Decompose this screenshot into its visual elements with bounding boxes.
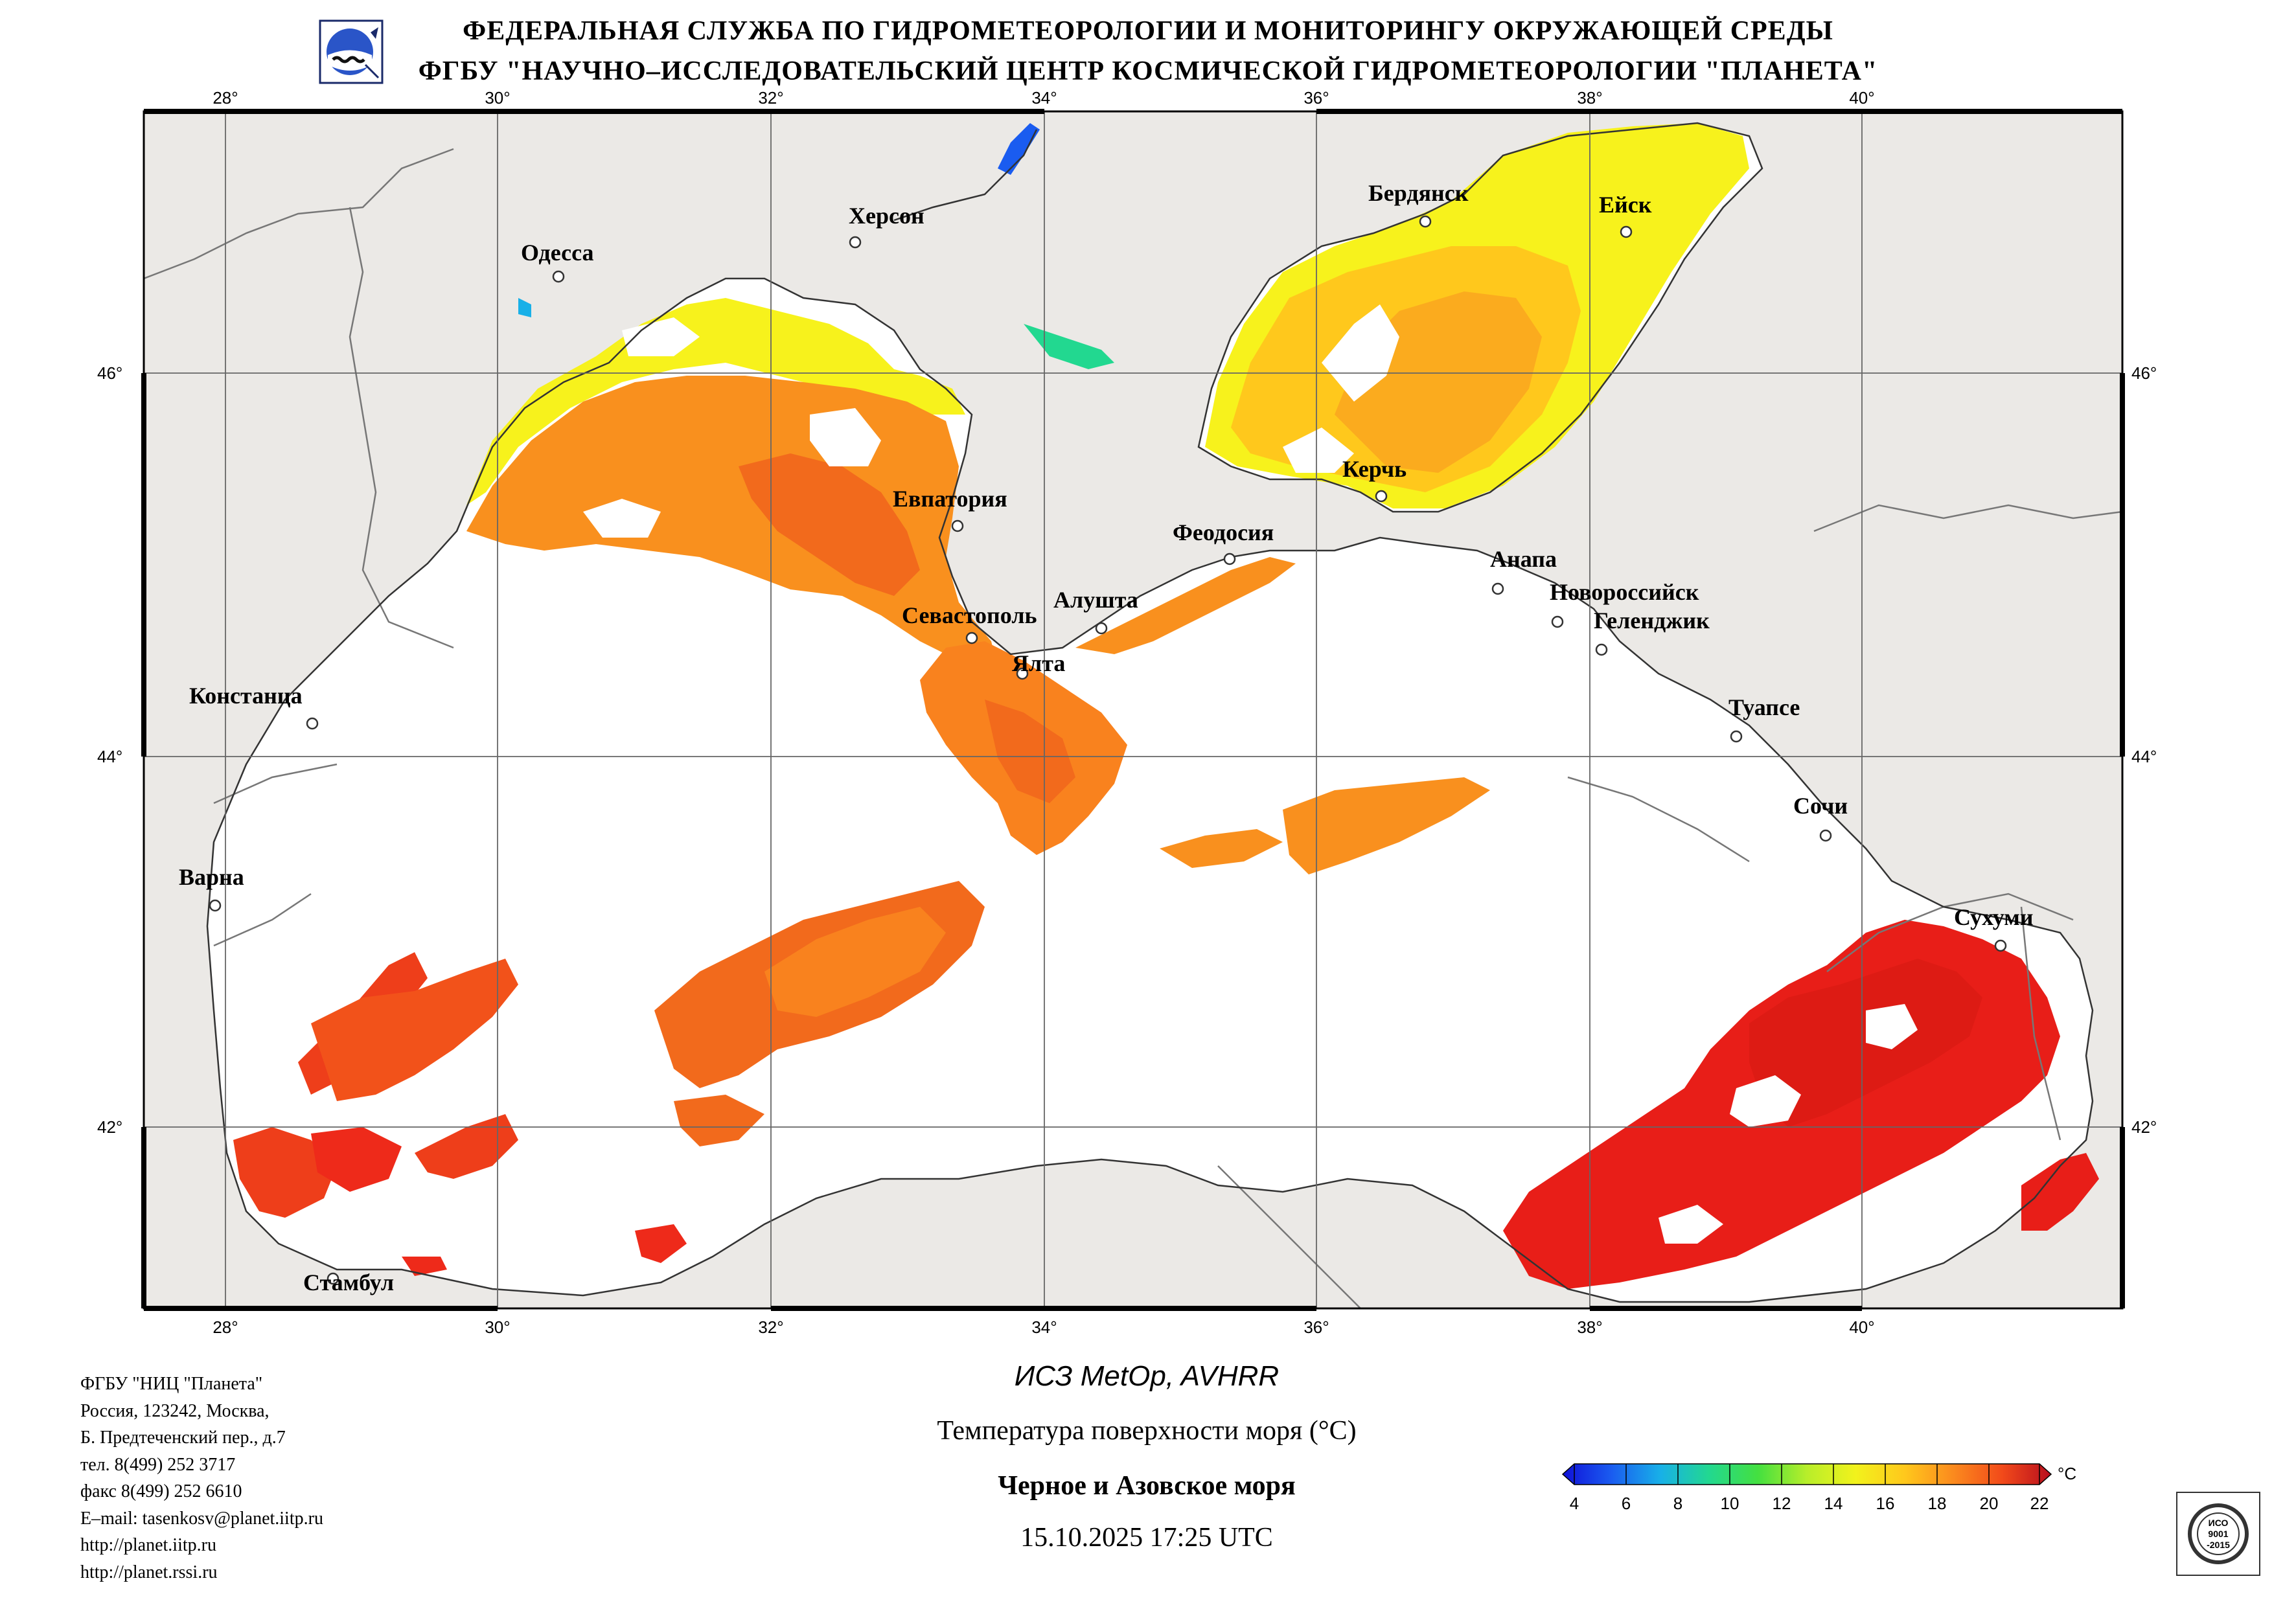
lon-tick-top-28: 28° [212, 88, 238, 108]
sst-central [654, 881, 985, 1146]
sst-northwest [466, 298, 998, 667]
colorbar-tick-22: 22 [2030, 1494, 2049, 1513]
contact-country: Россия, 123242, Москва, [80, 1400, 270, 1421]
lon-tick-bottom-32: 32° [758, 1317, 783, 1337]
lon-tick-bottom-34: 34° [1031, 1317, 1057, 1337]
city-label-feodosia: Феодосия [1173, 519, 1274, 545]
lat-tick-right-42: 42° [2131, 1117, 2157, 1137]
cert-line-3: -2015 [2207, 1540, 2230, 1550]
city-label-kherson: Херсон [849, 203, 924, 229]
lon-tick-bottom-30: 30° [485, 1317, 510, 1337]
city-label-kerch: Керчь [1342, 456, 1406, 482]
parameter-caption: Температура поверхности моря (°C) [937, 1416, 1357, 1446]
cert-line-1: ИСО [2209, 1518, 2229, 1528]
region-caption: Черное и Азовское моря [998, 1471, 1296, 1501]
city-label-istanbul: Стамбул [303, 1270, 394, 1295]
lat-tick-left-44: 44° [97, 747, 122, 766]
lon-tick-bottom-28: 28° [212, 1317, 238, 1337]
colorbar-tick-14: 14 [1824, 1494, 1843, 1513]
contact-email[interactable]: E–mail: tasenkosv@planet.iitp.ru [80, 1508, 323, 1529]
contact-fax: факс 8(499) 252 6610 [80, 1481, 242, 1501]
borders [144, 148, 2122, 1308]
lon-tick-top-40: 40° [1849, 88, 1874, 108]
lon-tick-top-32: 32° [758, 88, 783, 108]
graticule [144, 111, 2122, 1308]
colorbar-tick-12: 12 [1773, 1494, 1791, 1513]
lat-tick-right-46: 46° [2131, 363, 2157, 383]
satellite-caption: ИСЗ MetOp, AVHRR [1014, 1360, 1280, 1392]
sst-azov [1205, 123, 1749, 508]
lon-tick-bottom-36: 36° [1303, 1317, 1329, 1337]
colorbar-tick-4: 4 [1570, 1494, 1579, 1513]
city-label-sukhumi: Сухуми [1954, 904, 2034, 930]
lon-tick-top-38: 38° [1577, 88, 1602, 108]
city-label-gelendzhik: Геленджик [1594, 608, 1710, 633]
sst-crimea-south [920, 557, 1490, 874]
city-label-tuapse: Туапсе [1728, 694, 1800, 720]
city-label-sevastopol: Севастополь [902, 602, 1037, 628]
lon-tick-top-30: 30° [485, 88, 510, 108]
lon-tick-top-36: 36° [1303, 88, 1329, 108]
cert-line-2: 9001 [2208, 1529, 2228, 1539]
sst-southwest [233, 952, 687, 1276]
colorbar-tick-18: 18 [1928, 1494, 1947, 1513]
city-label-anapa: Анапа [1490, 546, 1557, 572]
lat-tick-left-42: 42° [97, 1117, 122, 1137]
iso-certificate-icon: ИСО 9001 -2015 [2176, 1492, 2260, 1576]
city-label-sochi: Сочи [1793, 793, 1848, 819]
contact-org: ФГБУ "НИЦ "Планета" [80, 1374, 263, 1394]
colorbar-tick-8: 8 [1673, 1494, 1682, 1513]
lon-tick-bottom-38: 38° [1577, 1317, 1602, 1337]
colorbar-tick-16: 16 [1876, 1494, 1895, 1513]
colorbar-tick-10: 10 [1721, 1494, 1739, 1513]
colorbar-ticks [1574, 1464, 2040, 1485]
coastline [206, 122, 2094, 1303]
city-markers [209, 215, 2007, 1285]
sst-southeast [1503, 920, 2099, 1289]
city-label-berdyansk: Бердянск [1368, 180, 1469, 206]
contact-url-2[interactable]: http://planet.rssi.ru [80, 1562, 218, 1582]
city-label-evpatoria: Евпатория [893, 486, 1007, 512]
city-label-alushta: Алушта [1053, 587, 1138, 613]
contact-phone: тел. 8(499) 252 3717 [80, 1454, 236, 1475]
lat-tick-left-46: 46° [97, 363, 122, 383]
city-label-constanta: Констанца [189, 683, 303, 709]
header-line-2: ФГБУ "НАУЧНО–ИССЛЕДОВАТЕЛЬСКИЙ ЦЕНТР КОС… [418, 56, 1878, 86]
colorbar-tick-20: 20 [1980, 1494, 1999, 1513]
colorbar: 4 6 8 10 12 14 16 18 20 22 °C [1561, 1463, 2076, 1513]
contact-url-1[interactable]: http://planet.iitp.ru [80, 1535, 216, 1555]
city-label-yalta: Ялта [1012, 650, 1065, 676]
colorbar-tick-6: 6 [1622, 1494, 1631, 1513]
city-label-varna: Варна [179, 864, 244, 890]
lon-tick-bottom-40: 40° [1849, 1317, 1874, 1337]
header-line-1: ФЕДЕРАЛЬНАЯ СЛУЖБА ПО ГИДРОМЕТЕОРОЛОГИИ … [463, 16, 1833, 46]
lon-tick-top-34: 34° [1031, 88, 1057, 108]
city-label-novorossiysk: Новороссийск [1550, 579, 1699, 605]
city-label-odessa: Одесса [521, 240, 594, 266]
contact-street: Б. Предтеченский пер., д.7 [80, 1428, 286, 1448]
planeta-logo-icon [319, 19, 384, 84]
city-label-yeysk: Ейск [1599, 192, 1652, 218]
lat-tick-right-44: 44° [2131, 747, 2157, 766]
contact-block: ФГБУ "НИЦ "Планета" Россия, 123242, Моск… [80, 1371, 323, 1586]
datetime-caption: 15.10.2025 17:25 UTC [1020, 1523, 1273, 1553]
colorbar-unit: °C [2058, 1464, 2076, 1483]
frame-ticks [141, 109, 2125, 1311]
sst-rivers [518, 123, 1114, 369]
